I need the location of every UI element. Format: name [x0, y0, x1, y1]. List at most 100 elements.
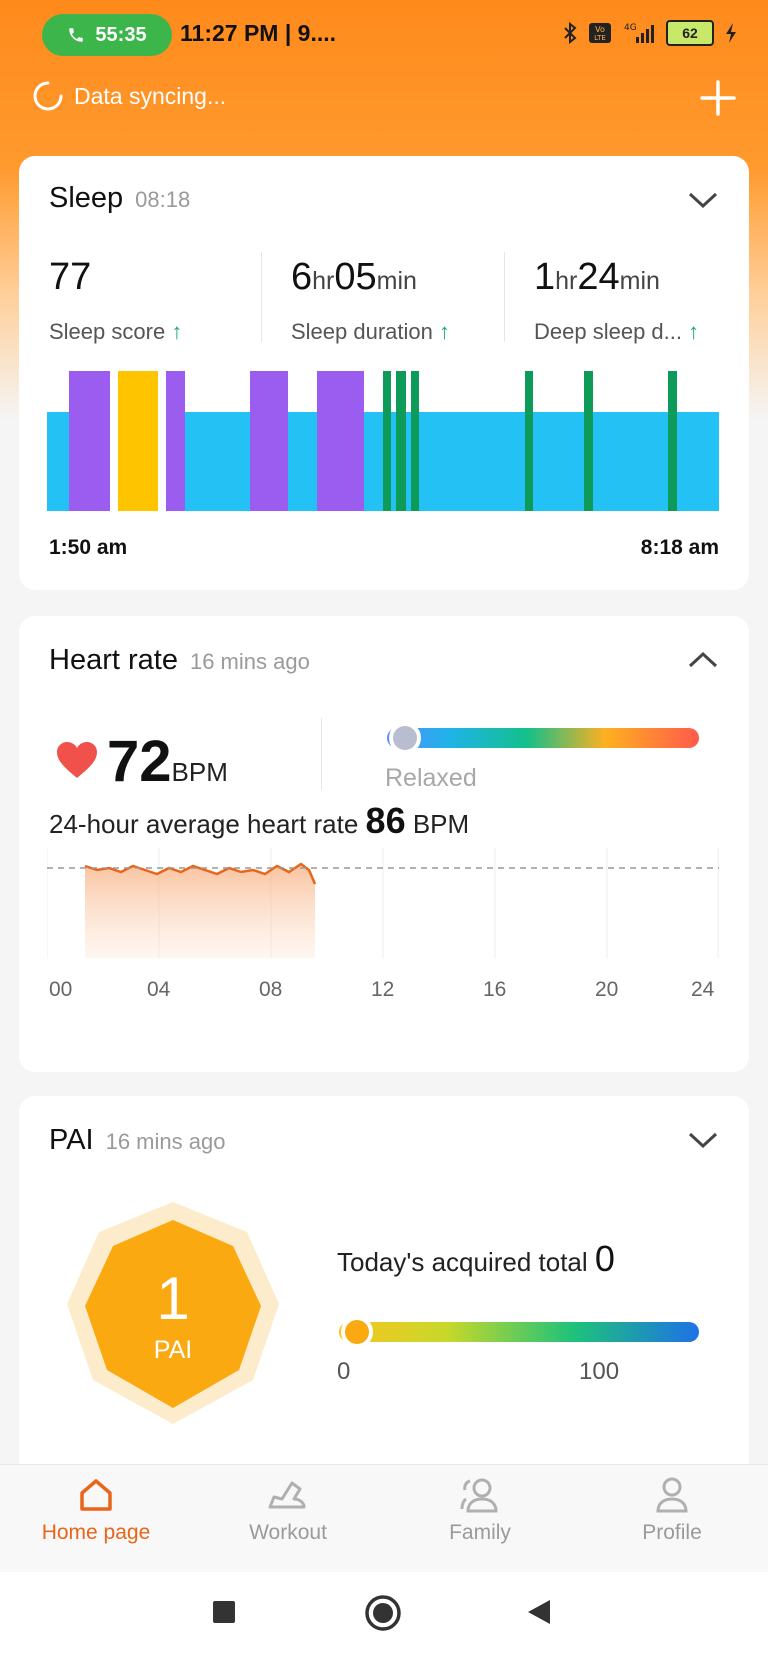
awake-segment: [383, 371, 391, 511]
pai-scale-min: 0: [337, 1358, 351, 1385]
plus-icon[interactable]: [700, 80, 736, 116]
heart-zone-bar: [387, 728, 699, 748]
heart-rate-chart[interactable]: [47, 848, 719, 958]
axis-tick: 16: [483, 978, 507, 1001]
shoe-icon: [268, 1481, 306, 1509]
duration-hours: 6: [291, 256, 313, 298]
heart-title-row: Heart rate 16 mins ago: [49, 644, 310, 677]
nav-home-label: Home page: [41, 1521, 151, 1544]
divider: [321, 718, 322, 790]
pai-today: Today's acquired total 0: [337, 1238, 615, 1280]
pai-unit: PAI: [153, 1336, 193, 1364]
profile-icon: [656, 1477, 688, 1513]
square-icon[interactable]: [212, 1600, 236, 1624]
deep-sleep-segment: [317, 371, 364, 511]
bottom-navigation: Home page Workout Family Profile: [0, 1464, 768, 1573]
deep-sleep-segment: [166, 371, 185, 511]
charging-icon: [726, 23, 736, 43]
system-icons: Vo LTE 4G 62: [562, 20, 738, 46]
heart-zone-indicator: [389, 722, 421, 754]
battery-icon: 62: [666, 20, 714, 46]
deep-hours: 1: [534, 256, 556, 298]
nav-profile[interactable]: Profile: [576, 1475, 768, 1545]
pai-value: 1: [156, 1265, 190, 1332]
deep-sleep-label: Deep sleep d...: [534, 319, 682, 344]
signal-icon: 4G: [624, 23, 654, 43]
family-icon: [460, 1478, 498, 1513]
sleep-time: 08:18: [135, 187, 191, 212]
sleep-title: Sleep: [49, 182, 124, 214]
call-timer-pill[interactable]: 55:35: [42, 14, 172, 56]
home-icon: [80, 1479, 112, 1511]
light-sleep-segment: [288, 412, 317, 511]
sleep-card[interactable]: Sleep 08:18 77 Sleep score ↑ 6hr05min Sle…: [19, 156, 749, 590]
axis-tick: 12: [371, 978, 395, 1001]
pai-today-label: Today's acquired total: [337, 1247, 588, 1277]
unit-min: min: [376, 267, 417, 295]
awake-segment: [411, 371, 419, 511]
sleep-duration-stat[interactable]: 6hr05min Sleep duration ↑: [291, 256, 521, 345]
back-icon[interactable]: [526, 1598, 552, 1626]
unit-hr: hr: [312, 267, 335, 295]
deep-minutes: 24: [577, 256, 620, 298]
heart-icon: [57, 742, 97, 778]
awake-segment: [584, 371, 593, 511]
sleep-score-value: 77: [49, 256, 92, 298]
sync-icon: [33, 81, 63, 111]
duration-minutes: 05: [334, 256, 377, 298]
deep-sleep-stat[interactable]: 1hr24min Deep sleep d... ↑: [534, 256, 764, 345]
pai-scale-max: 100: [579, 1358, 620, 1385]
heart-rate-unit: BPM: [171, 757, 228, 787]
light-sleep-segment: [47, 412, 69, 511]
deep-sleep-segment: [69, 371, 110, 511]
heart-rate-card[interactable]: Heart rate 16 mins ago 72BPM Relaxed 24-h…: [19, 616, 749, 1072]
unit-hr: hr: [555, 267, 578, 295]
chevron-down-icon[interactable]: [687, 190, 719, 210]
sleep-score-stat[interactable]: 77 Sleep score ↑: [49, 256, 279, 345]
unit-min: min: [619, 267, 660, 295]
pai-badge: [67, 1202, 279, 1424]
heart-time: 16 mins ago: [189, 649, 310, 674]
bluetooth-icon: [564, 21, 577, 45]
heart-rate-line: [84, 862, 317, 885]
phone-icon: [69, 28, 84, 42]
sync-status: Data syncing...: [32, 80, 226, 112]
system-navigation: [0, 1572, 768, 1664]
awake-segment: [525, 371, 533, 511]
deep-sleep-segment: [250, 371, 288, 511]
axis-tick: 24: [691, 978, 715, 1001]
sleep-score-label: Sleep score: [49, 319, 166, 344]
nav-family[interactable]: Family: [384, 1475, 576, 1545]
nav-workout[interactable]: Workout: [192, 1475, 384, 1545]
sleep-title-row: Sleep 08:18: [49, 182, 190, 215]
rem-sleep-segment: [118, 371, 158, 511]
clock: 11:27 PM | 9....: [180, 20, 337, 46]
nav-family-label: Family: [449, 1521, 511, 1544]
nav-home[interactable]: Home page: [0, 1475, 192, 1545]
pai-time: 16 mins ago: [105, 1129, 226, 1154]
pai-card[interactable]: PAI 16 mins ago 1 PAI Today's acquired to…: [19, 1096, 749, 1464]
pai-progress-indicator: [341, 1316, 373, 1348]
svg-text:LTE: LTE: [594, 34, 606, 42]
average-value: 86: [365, 800, 406, 841]
heart-rate-value: 72: [107, 729, 172, 794]
arrow-up-icon: ↑: [171, 319, 183, 344]
sleep-end-time: 8:18 am: [640, 536, 719, 559]
sleep-start-time: 1:50 am: [49, 536, 128, 559]
light-sleep-segment: [364, 412, 719, 511]
chevron-up-icon[interactable]: [687, 650, 719, 670]
sync-label: Data syncing...: [74, 82, 227, 109]
divider: [504, 252, 505, 342]
sleep-stage-chart[interactable]: [47, 371, 719, 511]
arrow-up-icon: ↑: [688, 319, 700, 344]
average-heart-rate: 24-hour average heart rate 86 BPM: [49, 800, 469, 842]
circle-icon[interactable]: [364, 1594, 402, 1632]
pai-title: PAI: [49, 1124, 94, 1156]
chevron-down-icon[interactable]: [687, 1130, 719, 1150]
divider: [261, 252, 262, 342]
light-sleep-segment: [185, 412, 250, 511]
nav-profile-label: Profile: [642, 1521, 702, 1544]
pai-title-row: PAI 16 mins ago: [49, 1124, 225, 1157]
average-label: 24-hour average heart rate: [49, 809, 359, 839]
